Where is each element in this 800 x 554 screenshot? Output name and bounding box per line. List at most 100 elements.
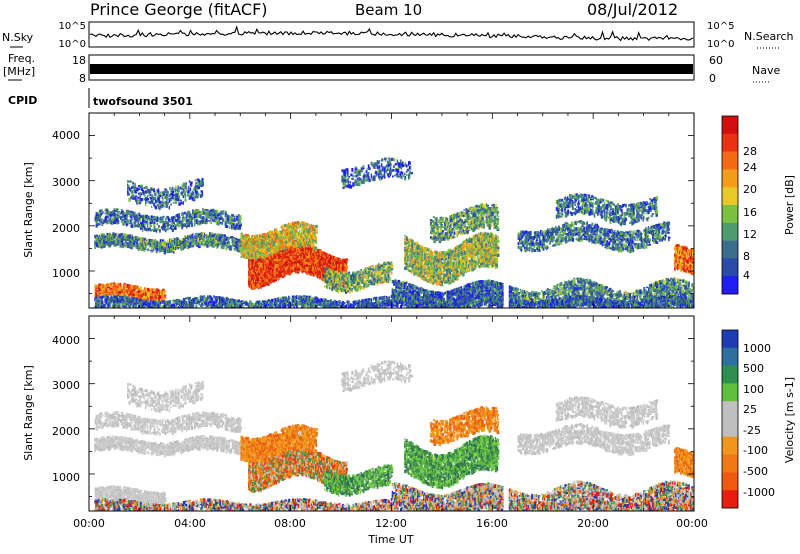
power-cell <box>187 190 190 194</box>
power-cell <box>194 179 197 182</box>
power-cell <box>195 215 198 218</box>
power-cell <box>174 246 176 250</box>
power-cell <box>140 242 143 247</box>
power-cell <box>201 237 203 240</box>
power-cell <box>254 272 256 277</box>
power-cell <box>171 194 174 198</box>
power-cell <box>210 209 213 212</box>
power-cell <box>152 293 155 296</box>
power-cell <box>117 239 119 244</box>
power-cell <box>137 215 139 218</box>
power-cell <box>138 185 140 187</box>
power-cell <box>185 237 188 240</box>
power-cell <box>154 294 157 297</box>
power-cell <box>227 239 229 243</box>
power-cell <box>144 240 147 243</box>
power-cell <box>185 186 187 190</box>
power-cell <box>153 296 156 299</box>
power-cell <box>252 283 254 286</box>
power-cell <box>162 225 164 229</box>
power-cell <box>171 249 173 253</box>
power-cell <box>153 196 155 201</box>
power-cell <box>140 245 143 249</box>
power-cell <box>121 233 124 236</box>
power-cell <box>199 211 201 215</box>
power-cell <box>221 238 223 242</box>
power-cell <box>216 214 219 218</box>
nsky-frame <box>88 21 695 48</box>
power-cell <box>216 220 218 224</box>
power-cell <box>277 264 281 268</box>
power-cell <box>106 233 109 235</box>
power-cell <box>182 242 185 246</box>
power-cell <box>156 222 158 226</box>
power-cell <box>103 240 106 244</box>
power-cell <box>158 247 160 250</box>
power-cell <box>197 209 199 211</box>
power-cell <box>243 237 246 240</box>
power-cell <box>263 283 266 287</box>
power-cell <box>206 235 209 238</box>
power-cell <box>131 190 134 192</box>
power-cell <box>259 241 261 246</box>
power-cell <box>254 269 256 273</box>
power-cell <box>163 295 166 298</box>
power-cell <box>162 220 165 225</box>
power-cell <box>136 199 138 203</box>
power-cell <box>128 193 130 196</box>
power-cell <box>185 221 188 224</box>
power-cell <box>178 195 181 199</box>
power-cell <box>132 196 135 200</box>
power-cell <box>209 236 212 241</box>
power-cell <box>254 274 256 278</box>
power-cell <box>120 208 123 211</box>
power-cell <box>127 234 129 237</box>
power-cell <box>298 261 301 265</box>
power-cell <box>160 220 163 223</box>
power-cell <box>127 244 130 248</box>
power-cell <box>234 240 237 242</box>
power-cell <box>197 240 199 245</box>
freq-trace <box>90 64 693 74</box>
power-cell <box>185 219 189 223</box>
power-cell <box>106 237 109 241</box>
power-cell <box>198 180 201 184</box>
power-cell <box>145 197 148 201</box>
power-cell <box>228 246 231 250</box>
power-cell <box>138 216 141 219</box>
power-cell <box>345 258 349 262</box>
power-cell <box>156 189 158 193</box>
power-cell <box>143 294 145 298</box>
power-cell <box>149 243 152 246</box>
power-cell <box>122 235 125 239</box>
power-cell <box>129 235 131 240</box>
power-cell <box>119 244 122 248</box>
power-cell <box>195 194 197 198</box>
power-cell <box>137 199 140 204</box>
power-cell <box>132 185 135 188</box>
power-cell <box>126 220 129 224</box>
power-cell <box>159 247 162 252</box>
power-cell <box>206 240 208 245</box>
power-cell <box>140 223 142 227</box>
power-cell <box>135 218 138 222</box>
power-cell <box>127 236 129 238</box>
power-cell <box>176 213 179 218</box>
power-cell <box>224 224 227 229</box>
power-cell <box>237 222 240 227</box>
power-cell <box>166 240 169 244</box>
power-cell <box>175 185 177 190</box>
power-cell <box>267 256 270 259</box>
power-cell <box>234 247 236 251</box>
power-cell <box>119 290 122 294</box>
power-cell <box>163 206 165 208</box>
power-cell <box>282 236 285 240</box>
power-cell <box>159 239 162 243</box>
power-cell <box>114 214 117 218</box>
freq-label-1: Freq. <box>8 52 35 65</box>
power-cell <box>182 218 186 222</box>
power-cell <box>207 209 209 213</box>
power-cell <box>263 270 265 272</box>
power-cell <box>160 217 163 222</box>
power-cell <box>156 292 159 296</box>
